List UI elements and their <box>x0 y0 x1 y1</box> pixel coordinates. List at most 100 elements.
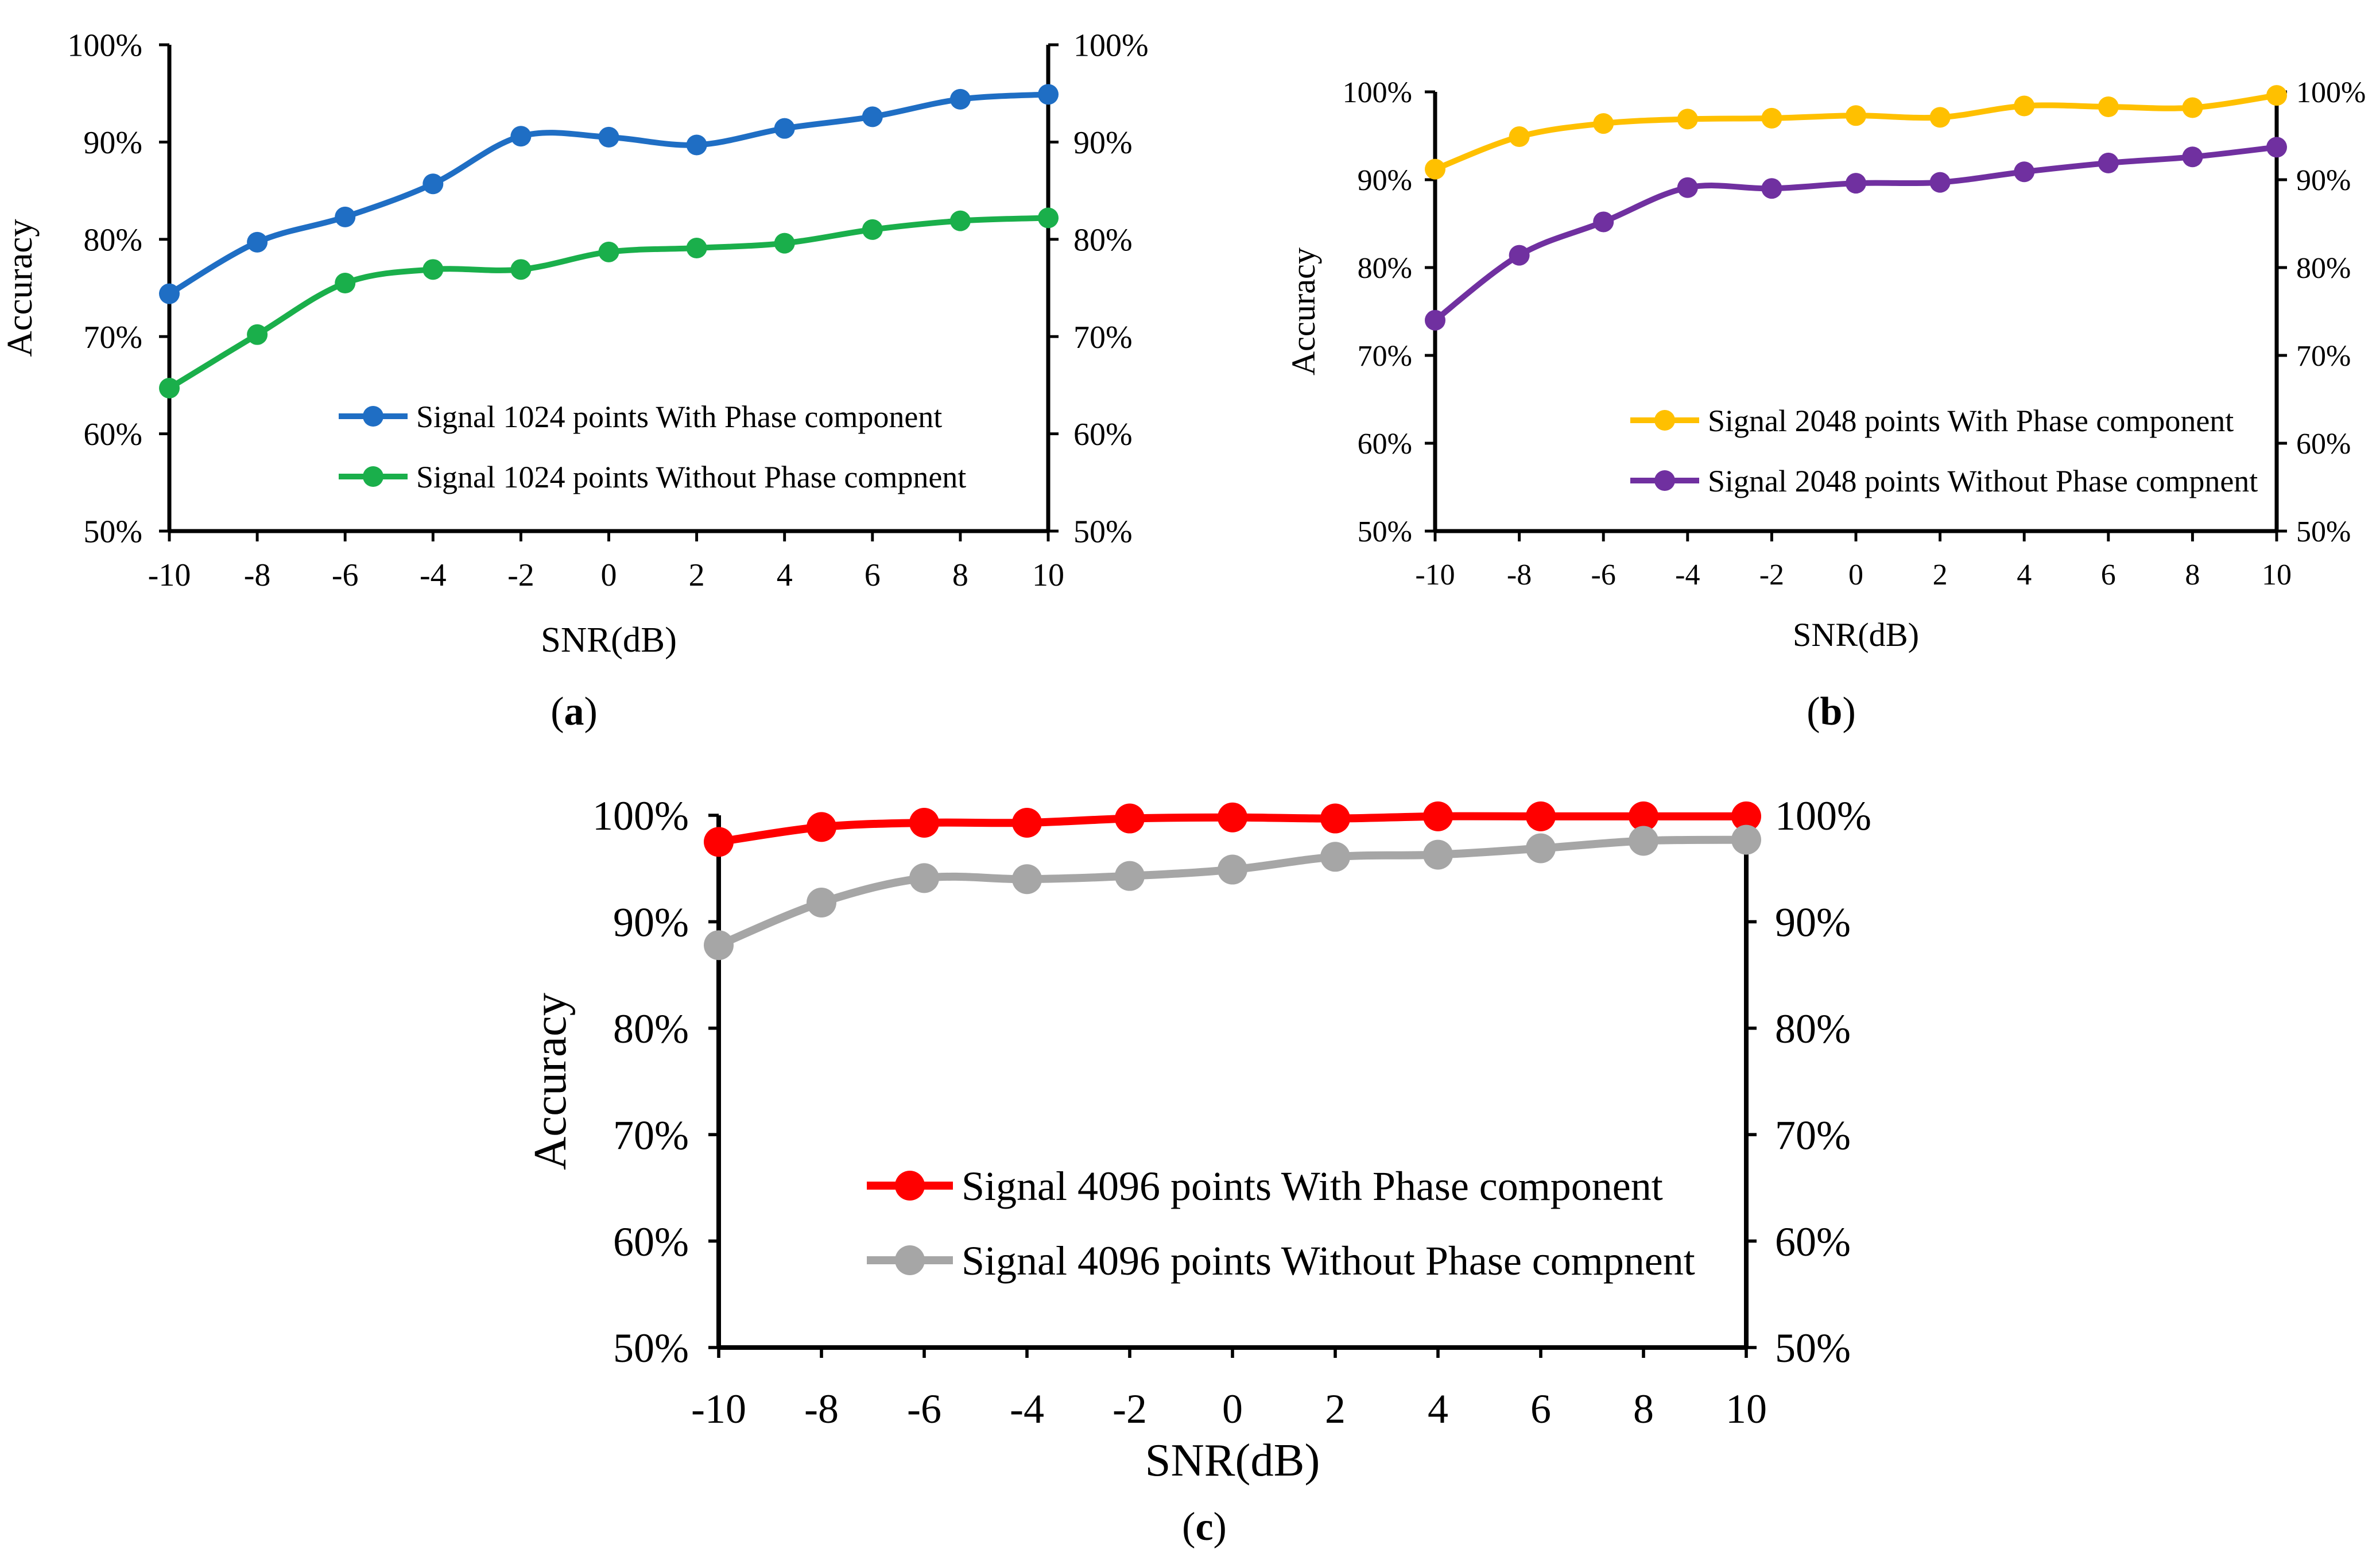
y-tick-label-right: 90% <box>1073 125 1133 161</box>
y-tick-label-left: 100% <box>67 28 142 64</box>
data-point-series-2 <box>1425 309 1445 331</box>
legend-label-2: Signal 4096 points Without Phase compnen… <box>962 1238 1695 1284</box>
data-point-series-1 <box>510 126 532 147</box>
legend-label-2: Signal 2048 points Without Phase compnen… <box>1708 464 2258 498</box>
data-point-series-2 <box>159 377 180 398</box>
x-tick-label: 10 <box>1726 1386 1767 1432</box>
data-point-series-1 <box>1218 802 1247 833</box>
data-point-series-1 <box>1425 158 1445 180</box>
x-tick-label: -8 <box>1507 559 1532 591</box>
data-point-series-2 <box>1846 173 1866 194</box>
x-tick-label: -10 <box>1415 559 1455 591</box>
data-point-series-1 <box>1115 803 1145 834</box>
x-tick-label: 10 <box>1032 557 1064 593</box>
x-tick-label: 6 <box>1530 1386 1551 1432</box>
legend-label-1: Signal 4096 points With Phase component <box>962 1163 1663 1209</box>
y-axis-title: Accuracy <box>525 993 576 1170</box>
y-tick-label-left: 100% <box>1343 76 1412 109</box>
y-axis-title: Accuracy <box>0 219 40 357</box>
y-tick-label-left: 80% <box>613 1006 689 1052</box>
y-axis-title: Accuracy <box>1285 247 1322 375</box>
x-tick-label: -6 <box>332 557 359 593</box>
x-tick-label: 4 <box>777 557 793 593</box>
data-point-series-1 <box>1593 113 1614 134</box>
data-point-series-2 <box>2182 146 2203 168</box>
y-tick-label-left: 90% <box>1358 164 1412 197</box>
data-point-series-2 <box>2266 137 2287 158</box>
legend-label-1: Signal 2048 points With Phase component <box>1708 404 2234 438</box>
data-point-series-2 <box>1038 207 1059 229</box>
data-point-series-2 <box>774 233 795 254</box>
x-tick-label: -8 <box>804 1386 839 1432</box>
y-tick-label-right: 50% <box>1775 1325 1851 1371</box>
data-point-series-2 <box>949 210 971 231</box>
data-point-series-1 <box>422 173 444 195</box>
y-tick-label-left: 70% <box>613 1112 689 1158</box>
data-point-series-1 <box>1320 803 1350 834</box>
data-point-series-1 <box>862 106 883 127</box>
y-tick-label-left: 90% <box>613 900 689 946</box>
data-point-series-2 <box>510 259 532 280</box>
caption-b: (b) <box>1807 690 1856 734</box>
chart-c: 50% 50% 60% 60% 70% 70% 80% 80% 90% 90% 100% 100% -1… <box>525 793 1871 1486</box>
legend-marker-2 <box>363 466 383 487</box>
data-point-series-1 <box>1526 801 1556 831</box>
legend-marker-1 <box>1654 410 1675 431</box>
chart-b: 50% 50% 60% 60% 70% 70% 80% 80% 90% 90% 100% 100% -1… <box>1285 76 2366 653</box>
data-point-series-1 <box>1677 109 1698 130</box>
chart-a: 50% 50% 60% 60% 70% 70% 80% 80% 90% 90% 100% 100% -1… <box>0 28 1149 660</box>
y-tick-label-left: 70% <box>1358 340 1412 373</box>
data-point-series-2 <box>862 219 883 240</box>
data-point-series-1 <box>686 134 707 156</box>
data-point-series-2 <box>1526 833 1556 864</box>
y-tick-label-left: 50% <box>613 1325 689 1371</box>
y-tick-label-right: 80% <box>1073 222 1133 258</box>
caption-c: (c) <box>1182 1505 1227 1549</box>
data-point-series-1 <box>1038 84 1059 105</box>
x-axis-title: SNR(dB) <box>541 620 677 660</box>
data-point-series-1 <box>159 283 180 304</box>
legend-marker-2 <box>1654 470 1675 491</box>
y-tick-label-left: 90% <box>83 125 142 161</box>
data-point-series-2 <box>1012 864 1042 895</box>
x-tick-label: -4 <box>420 557 447 593</box>
data-point-series-2 <box>1423 839 1453 870</box>
y-tick-label-left: 70% <box>83 320 142 355</box>
data-point-series-1 <box>949 88 971 110</box>
y-tick-label-right: 100% <box>1775 793 1871 839</box>
data-point-series-1 <box>2182 97 2203 118</box>
data-point-series-2 <box>1929 172 1951 193</box>
data-point-series-1 <box>335 206 356 227</box>
x-axis-title: SNR(dB) <box>1145 1435 1320 1486</box>
x-axis-title: SNR(dB) <box>1793 616 1919 653</box>
x-tick-label: 8 <box>1633 1386 1654 1432</box>
series-line-1 <box>168 91 1049 296</box>
data-point-series-2 <box>2014 161 2035 183</box>
x-tick-label: 2 <box>1933 559 1948 591</box>
data-point-series-2 <box>686 238 707 259</box>
x-tick-label: 6 <box>2101 559 2116 591</box>
y-tick-label-right: 100% <box>1073 28 1149 64</box>
y-tick-label-right: 50% <box>1073 514 1133 550</box>
data-point-series-2 <box>1509 245 1530 266</box>
data-point-series-2 <box>247 324 268 345</box>
data-point-series-1 <box>247 231 268 253</box>
x-tick-label: -6 <box>907 1386 941 1432</box>
x-tick-label: -6 <box>1591 559 1616 591</box>
data-point-series-2 <box>1218 854 1247 885</box>
y-tick-label-right: 60% <box>1073 417 1133 452</box>
y-tick-label-left: 80% <box>1358 252 1412 285</box>
data-point-series-2 <box>807 888 836 918</box>
data-point-series-2 <box>1761 178 1782 199</box>
x-tick-label: -8 <box>244 557 271 593</box>
data-point-series-1 <box>1761 107 1782 129</box>
legend-label-2: Signal 1024 points Without Phase compnen… <box>416 460 966 494</box>
y-tick-label-left: 50% <box>1358 516 1412 548</box>
caption-a: (a) <box>551 690 598 734</box>
x-tick-label: 8 <box>952 557 968 593</box>
x-tick-label: 4 <box>2017 559 2032 591</box>
y-tick-label-right: 70% <box>1073 320 1133 355</box>
x-tick-label: 2 <box>1325 1386 1346 1432</box>
x-tick-label: -2 <box>507 557 534 593</box>
